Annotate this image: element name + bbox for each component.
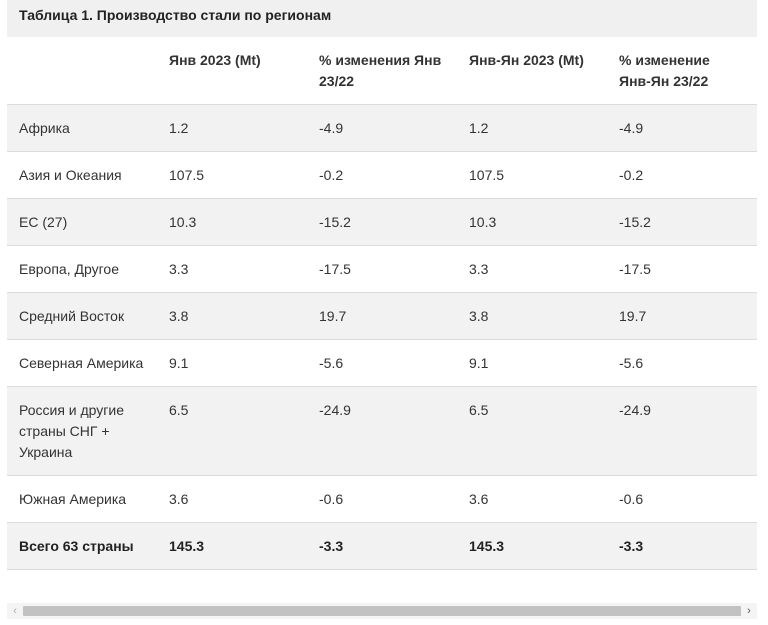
table-row: Северная Америка 9.1 -5.6 9.1 -5.6	[7, 339, 757, 386]
cell-value: 19.7	[319, 307, 347, 324]
table-row: Европа, Другое 3.3 -17.5 3.3 -17.5	[7, 245, 757, 292]
cell-region: ЕС (27)	[19, 213, 68, 230]
cell-value: -4.9	[619, 119, 644, 136]
table-row: Россия и другие страны СНГ + Украина 6.5…	[7, 386, 757, 475]
cell-value: 9.1	[169, 354, 189, 371]
cell-value: -15.2	[619, 213, 651, 230]
header-jan-2023: Янв 2023 (Mt)	[169, 52, 261, 68]
cell-value: 107.5	[469, 166, 505, 183]
cell-value: 3.6	[469, 490, 489, 507]
cell-value: 19.7	[619, 307, 647, 324]
table-row: Южная Америка 3.6 -0.6 3.6 -0.6	[7, 475, 757, 522]
cell-value: 6.5	[469, 401, 489, 418]
cell-value: 10.3	[169, 213, 197, 230]
cell-value: 3.8	[469, 307, 489, 324]
cell-value: -5.6	[619, 354, 644, 371]
cell-region: Азия и Океания	[19, 166, 122, 183]
table-row: Африка 1.2 -4.9 1.2 -4.9	[7, 104, 757, 151]
cell-value: 10.3	[469, 213, 497, 230]
cell-value: 3.6	[169, 490, 189, 507]
scrollbar-thumb[interactable]	[23, 606, 741, 616]
cell-value: 3.8	[169, 307, 189, 324]
cell-total-value: 145.3	[169, 537, 205, 554]
cell-total-value: -3.3	[319, 537, 344, 554]
cell-region: Северная Америка	[19, 354, 144, 371]
table-header-row: Янв 2023 (Mt) % изменения Янв 23/22 Янв-…	[7, 37, 757, 104]
table-row: Средний Восток 3.8 19.7 3.8 19.7	[7, 292, 757, 339]
header-change-jan: % изменения Янв 23/22	[319, 52, 442, 89]
cell-value: -0.2	[319, 166, 344, 183]
cell-value: -0.6	[619, 490, 644, 507]
table-caption: Таблица 1. Производство стали по региона…	[7, 0, 757, 37]
cell-value: 1.2	[169, 119, 189, 136]
cell-value: 3.3	[169, 260, 189, 277]
header-region	[7, 37, 157, 104]
scroll-left-icon[interactable]: ‹	[13, 605, 17, 617]
cell-total-value: -3.3	[619, 537, 644, 554]
horizontal-scrollbar[interactable]: ‹ ›	[7, 603, 757, 619]
cell-value: -17.5	[619, 260, 651, 277]
cell-region: Россия и другие страны СНГ + Украина	[19, 401, 125, 460]
scroll-right-icon[interactable]: ›	[747, 605, 751, 617]
header-change-jan-jan: % изменение Янв-Ян 23/22	[619, 52, 710, 89]
steel-production-table: Янв 2023 (Mt) % изменения Янв 23/22 Янв-…	[7, 37, 757, 570]
cell-total-value: 145.3	[469, 537, 505, 554]
cell-value: 9.1	[469, 354, 489, 371]
cell-value: -0.2	[619, 166, 644, 183]
cell-region: Европа, Другое	[19, 260, 119, 277]
table-row: Азия и Океания 107.5 -0.2 107.5 -0.2	[7, 151, 757, 198]
cell-value: 3.3	[469, 260, 489, 277]
cell-region: Южная Америка	[19, 490, 127, 507]
table-total-row: Всего 63 страны 145.3 -3.3 145.3 -3.3	[7, 522, 757, 569]
cell-value: -24.9	[619, 401, 651, 418]
cell-value: -0.6	[319, 490, 344, 507]
cell-value: -4.9	[319, 119, 344, 136]
table-container: Таблица 1. Производство стали по региона…	[7, 0, 757, 570]
cell-value: -17.5	[319, 260, 351, 277]
cell-value: 1.2	[469, 119, 489, 136]
cell-value: -5.6	[319, 354, 344, 371]
cell-region: Африка	[19, 119, 70, 136]
cell-value: -24.9	[319, 401, 351, 418]
cell-region: Средний Восток	[19, 307, 125, 324]
header-jan-jan-2023: Янв-Ян 2023 (Mt)	[469, 52, 584, 68]
cell-value: -15.2	[319, 213, 351, 230]
table-row: ЕС (27) 10.3 -15.2 10.3 -15.2	[7, 198, 757, 245]
cell-value: 6.5	[169, 401, 189, 418]
cell-total-label: Всего 63 страны	[19, 537, 134, 554]
cell-value: 107.5	[169, 166, 205, 183]
